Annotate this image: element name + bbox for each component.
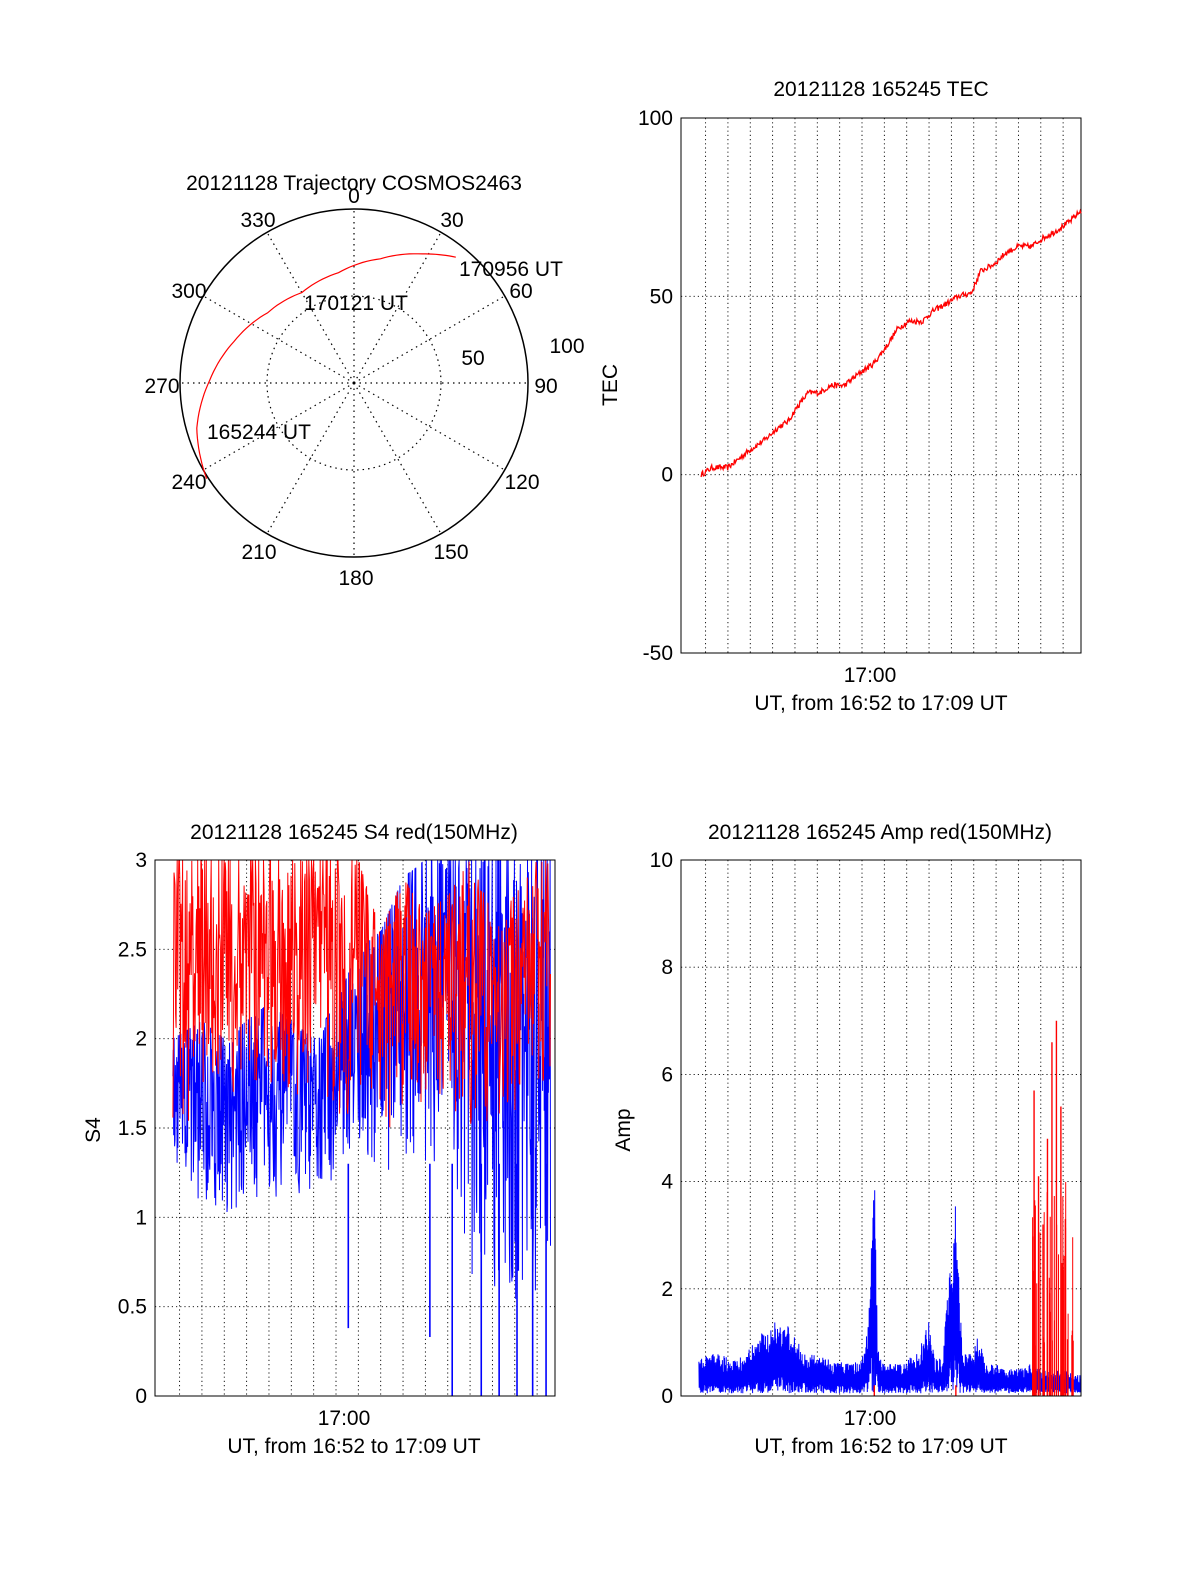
annotation-start-time: 165244 UT (207, 421, 311, 444)
polar-grid (179, 208, 529, 558)
amp-xtick-label: 17:00 (844, 1407, 897, 1430)
tec-ytick-label: 50 (650, 285, 673, 308)
polar-spoke-330 (266, 232, 355, 384)
polar-angle-label-270: 270 (144, 375, 179, 398)
tec-ytick-label: -50 (643, 642, 673, 665)
amp-grid (681, 859, 1081, 1397)
amp-blue-series (698, 1190, 1082, 1394)
polar-angle-label-120: 120 (504, 471, 539, 494)
s4-xlabel: UT, from 16:52 to 17:09 UT (227, 1435, 480, 1458)
annotation-end-time: 170956 UT (459, 258, 563, 281)
polar-spoke-240 (203, 382, 355, 471)
s4-ytick-label: 2 (135, 1028, 147, 1051)
s4-red-series (172, 859, 551, 1128)
amp-panel: 20121128 165245 Amp red(150MHz) 1086420 … (612, 821, 1082, 1458)
tec-axes-frame (680, 117, 1082, 654)
amp-ytick-label: 2 (661, 1278, 673, 1301)
s4-yticks: 3 2.5 2 1.5 1 0.5 0 (118, 849, 147, 1408)
amp-ytick-label: 4 (661, 1171, 673, 1194)
s4-ytick-label: 0 (135, 1385, 147, 1408)
polar-angle-label-150: 150 (433, 541, 468, 564)
polar-spoke-60 (353, 295, 505, 384)
s4-panel: 20121128 165245 S4 red(150MHz) 3 2.5 2 1.5 1… (82, 821, 556, 1458)
tec-title: 20121128 165245 TEC (773, 78, 988, 101)
tec-xlabel: UT, from 16:52 to 17:09 UT (754, 692, 1007, 715)
tec-series-line (700, 208, 1082, 478)
tec-xtick-label: 17:00 (844, 664, 897, 687)
s4-ylabel: S4 (82, 1117, 105, 1143)
polar-angle-labels: 0 30 60 90 120 150 180 210 240 270 300 330 (144, 185, 557, 590)
polar-radial-label-100: 100 (549, 335, 584, 358)
polar-angle-label-180: 180 (338, 567, 373, 590)
s4-axes-frame (154, 859, 556, 1397)
polar-angle-label-30: 30 (440, 209, 463, 232)
s4-title: 20121128 165245 S4 red(150MHz) (190, 821, 518, 844)
annotation-mid-time: 170121 UT (304, 292, 408, 315)
s4-ytick-label: 3 (135, 849, 147, 872)
s4-ytick-label: 1.5 (118, 1117, 147, 1140)
polar-spoke-300 (203, 295, 355, 384)
tec-panel: 20121128 165245 TEC 100 50 0 -50 17:00 UT, … (599, 78, 1082, 715)
amp-ytick-label: 6 (661, 1063, 673, 1086)
tec-ytick-label: 0 (661, 464, 673, 487)
amp-axes-frame (680, 859, 1082, 1397)
polar-angle-label-60: 60 (509, 280, 532, 303)
polar-spoke-150 (353, 382, 442, 534)
s4-blue-dips (347, 1163, 547, 1396)
polar-angle-label-90: 90 (534, 375, 557, 398)
amp-ytick-label: 0 (661, 1385, 673, 1408)
trajectory-track (196, 253, 456, 479)
polar-spoke-30 (353, 232, 442, 384)
polar-angle-label-300: 300 (171, 280, 206, 303)
polar-spoke-210 (266, 382, 355, 534)
polar-angle-label-0: 0 (348, 185, 360, 208)
amp-title: 20121128 165245 Amp red(150MHz) (708, 821, 1052, 844)
polar-angle-label-210: 210 (241, 541, 276, 564)
s4-ytick-label: 0.5 (118, 1296, 147, 1319)
amp-yticks: 10 8 6 4 2 0 (650, 849, 674, 1408)
s4-xtick-label: 17:00 (318, 1407, 371, 1430)
polar-radial-label-50: 50 (461, 347, 484, 370)
polar-angle-label-330: 330 (240, 209, 275, 232)
amp-ytick-label: 8 (661, 956, 673, 979)
tec-yticks: 100 50 0 -50 (638, 107, 673, 665)
amp-red-spikes (873, 1020, 1074, 1396)
tec-ytick-label: 100 (638, 107, 673, 130)
s4-ytick-label: 2.5 (118, 938, 147, 961)
tec-grid (681, 117, 1081, 654)
polar-outer-circle (179, 208, 529, 558)
s4-ytick-label: 1 (135, 1206, 147, 1229)
amp-xlabel: UT, from 16:52 to 17:09 UT (754, 1435, 1007, 1458)
polar-spoke-120 (353, 382, 505, 471)
tec-ylabel: TEC (599, 364, 622, 406)
polar-grid-circle-50 (266, 295, 442, 471)
polar-angle-label-240: 240 (171, 471, 206, 494)
amp-ytick-label: 10 (650, 849, 673, 872)
trajectory-panel: 20121128 Trajectory COSMOS2463 0 30 60 90 12… (144, 172, 584, 590)
amp-ylabel: Amp (612, 1108, 635, 1151)
trajectory-title: 20121128 Trajectory COSMOS2463 (186, 172, 522, 195)
